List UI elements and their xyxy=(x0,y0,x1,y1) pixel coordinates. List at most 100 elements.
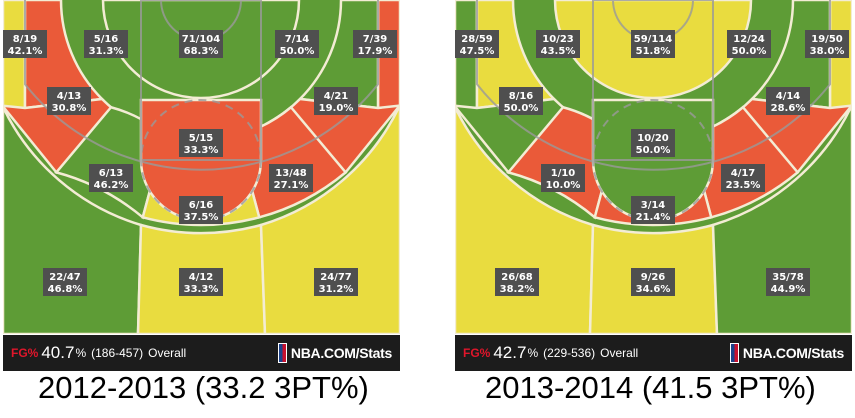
zone-made-attempted: 6/13 xyxy=(99,168,124,179)
fg-percent-sign: % xyxy=(75,346,87,360)
zone-percentage: 38.0% xyxy=(810,46,845,57)
zone-made-attempted: 6/16 xyxy=(189,200,214,211)
nba-logo-icon xyxy=(277,343,287,363)
court-lines xyxy=(476,0,831,221)
zone-right-wing-3 xyxy=(711,104,852,334)
zone-made-attempted: 8/19 xyxy=(13,34,38,45)
zone-percentage: 51.8% xyxy=(636,46,671,57)
zone-label-box xyxy=(47,87,91,115)
zone-percentage: 28.6% xyxy=(771,103,806,114)
zone-percentage: 33.3% xyxy=(184,145,219,156)
zone-made-attempted: 22/47 xyxy=(49,272,81,283)
zone-percentage: 68.3% xyxy=(184,46,219,57)
zone-percentage: 34.6% xyxy=(636,284,671,295)
zone-percentage: 33.3% xyxy=(184,284,219,295)
three-point-line xyxy=(476,0,831,171)
zone-made-attempted: 5/15 xyxy=(189,133,214,144)
zone-label-box xyxy=(84,30,128,58)
zone-percentage: 23.5% xyxy=(726,180,761,191)
zone-percentage: 47.5% xyxy=(460,46,495,57)
zone-percentage: 46.8% xyxy=(48,284,83,295)
zone-made-attempted: 10/20 xyxy=(637,133,669,144)
zone-label-box xyxy=(631,30,675,58)
zone-made-attempted: 4/21 xyxy=(324,91,349,102)
fg-counts: (229-536) xyxy=(543,346,596,360)
zone-percentage: 43.5% xyxy=(541,46,576,57)
zone-label-box xyxy=(541,164,585,192)
zone-percentage: 50.0% xyxy=(280,46,315,57)
zone-label-box xyxy=(631,129,675,157)
zone-label-box xyxy=(495,268,539,296)
zone-percentage: 50.0% xyxy=(504,103,539,114)
zone-label-box xyxy=(269,164,313,192)
zone-percentage: 44.9% xyxy=(771,284,806,295)
three-point-line xyxy=(24,0,379,171)
zone-made-attempted: 8/16 xyxy=(509,91,534,102)
fg-value: 40.7 xyxy=(41,343,75,362)
zone-made-attempted: 4/14 xyxy=(776,91,801,102)
zone-label-box xyxy=(721,164,765,192)
zone-percentage: 30.8% xyxy=(52,103,87,114)
shot-chart-2013-2014: 28/59 47.5% 10/23 43.5% 59/114 51.8% 12/24 50.0… xyxy=(455,0,852,372)
zone-percentage: 27.1% xyxy=(274,180,309,191)
paint-lines xyxy=(140,0,262,161)
zone-made-attempted: 28/59 xyxy=(461,34,493,45)
zone-percentage: 31.3% xyxy=(89,46,124,57)
zone-made-attempted: 4/12 xyxy=(189,272,214,283)
chart-caption-2012-2013: 2012-2013 (33.2 3PT%) xyxy=(38,370,369,405)
fg-percent-sign: % xyxy=(527,346,539,360)
nba-stats-brand: NBA.COM/Stats xyxy=(729,343,844,363)
zone-percentage: 46.2% xyxy=(94,180,129,191)
zone-made-attempted: 59/114 xyxy=(634,34,672,45)
free-throw-circle xyxy=(140,99,262,221)
zone-percentage: 10.0% xyxy=(546,180,581,191)
nba-stats-brand: NBA.COM/Stats xyxy=(277,343,392,363)
zone-label-box xyxy=(179,268,223,296)
zone-made-attempted: 4/13 xyxy=(57,91,82,102)
zone-made-attempted: 71/104 xyxy=(182,34,220,45)
zone-percentage: 17.9% xyxy=(358,46,393,57)
zone-label-box xyxy=(727,30,771,58)
zone-label-box xyxy=(3,30,47,58)
zone-percentage: 37.5% xyxy=(184,212,219,223)
zone-label-box xyxy=(43,268,87,296)
chart-caption-2013-2014: 2013-2014 (41.5 3PT%) xyxy=(485,370,816,405)
fg-summary-bar: FG% 42.7 % (229-536) Overall NBA.COM/Sta… xyxy=(455,335,852,371)
zone-made-attempted: 9/26 xyxy=(641,272,666,283)
zone-made-attempted: 26/68 xyxy=(501,272,533,283)
shot-chart-2012-2013: 8/19 42.1% 5/16 31.3% 71/104 68.3% 7/14 50.0% 7/… xyxy=(3,0,400,372)
fg-summary-bar: FG% 40.7 % (186-457) Overall NBA.COM/Sta… xyxy=(3,335,400,371)
zone-made-attempted: 12/24 xyxy=(733,34,765,45)
zone-right-wing-3 xyxy=(259,104,400,334)
zone-made-attempted: 10/23 xyxy=(542,34,574,45)
fg-label: FG% xyxy=(11,346,39,360)
fg-overall-text: Overall xyxy=(148,346,187,360)
paint-lines xyxy=(592,0,714,161)
zone-percentage: 42.1% xyxy=(8,46,43,57)
zone-percentage: 31.2% xyxy=(319,284,354,295)
zone-label-box xyxy=(353,30,397,58)
zone-made-attempted: 35/78 xyxy=(772,272,804,283)
